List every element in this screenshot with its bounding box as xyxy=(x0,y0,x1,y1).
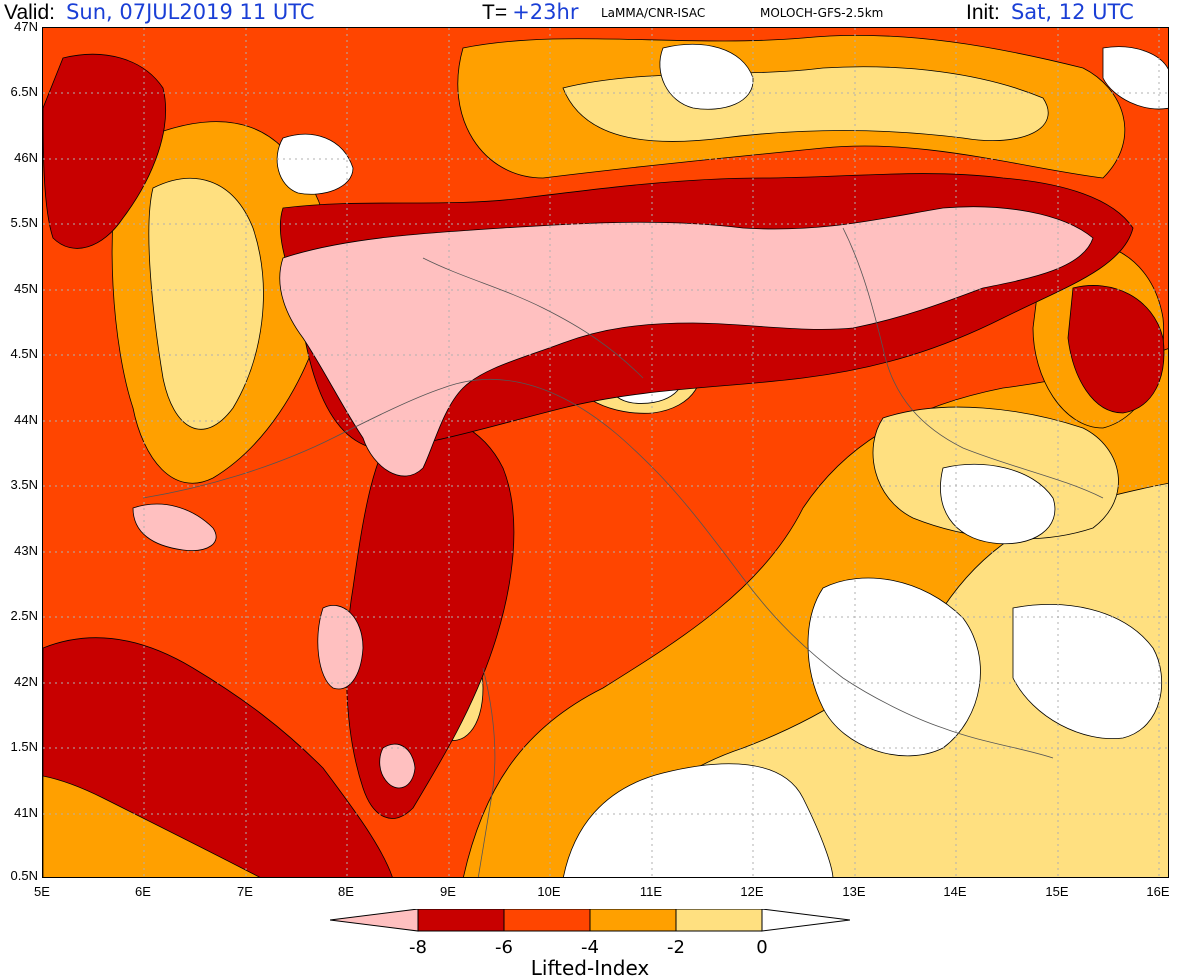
valid-time: Valid: Sun, 07JUL2019 11 UTC xyxy=(4,0,315,24)
valid-value: Sun, 07JUL2019 11 UTC xyxy=(66,0,315,24)
lon-label: 8E xyxy=(338,884,354,899)
lon-label: 5E xyxy=(34,884,50,899)
lat-label: 43N xyxy=(14,543,38,558)
forecast-step: T= +23hr xyxy=(482,0,578,24)
map-canvas xyxy=(43,28,1168,877)
lat-label: 2.5N xyxy=(10,608,38,623)
lat-label: 44N xyxy=(14,412,38,427)
init-value: Sat, 12 UTC xyxy=(1010,0,1134,24)
coastline xyxy=(142,227,1104,877)
lon-label: 9E xyxy=(440,884,456,899)
valid-label: Valid: xyxy=(4,1,55,24)
lat-label: 46N xyxy=(14,150,38,165)
lifted-index-map xyxy=(42,27,1169,878)
lon-label: 12E xyxy=(740,884,764,899)
lat-label: 1.5N xyxy=(10,739,38,754)
colorbar-segment-6-4 xyxy=(503,909,591,932)
colorbar-tick-label: 0 xyxy=(756,937,768,958)
colorbar-tick-label: -8 xyxy=(409,937,427,958)
lat-label: 5.5N xyxy=(10,215,38,230)
lat-label: 0.5N xyxy=(10,868,38,883)
lon-label: 10E xyxy=(537,884,561,899)
lon-label: 14E xyxy=(943,884,967,899)
t-label: T= xyxy=(482,1,508,24)
colorbar-tick-label: -2 xyxy=(667,937,685,958)
init-label: Init: xyxy=(966,1,1000,24)
lon-label: 11E xyxy=(639,884,663,899)
colorbar-segment-lt-8 xyxy=(330,909,419,932)
colorbar-title: Lifted-Index xyxy=(530,956,650,980)
lat-label: 41N xyxy=(14,805,38,820)
source-label: LaMMA/CNR-ISAC xyxy=(601,6,706,20)
lon-label: 6E xyxy=(135,884,151,899)
lat-label: 47N xyxy=(14,19,38,34)
colorbar xyxy=(330,909,850,932)
colorbar-segment-gt0 xyxy=(761,909,850,932)
lat-label: 45N xyxy=(14,281,38,296)
lon-label: 7E xyxy=(237,884,253,899)
colorbar-tick-label: -4 xyxy=(581,937,599,958)
lat-label: 3.5N xyxy=(10,477,38,492)
lat-label: 6.5N xyxy=(10,84,38,99)
colorbar-segment-8-6 xyxy=(417,909,505,932)
colorbar-segment-2-0 xyxy=(675,909,763,932)
model-label: MOLOCH-GFS-2.5km xyxy=(760,6,884,20)
init-time: Init: Sat, 12 UTC xyxy=(966,0,1134,24)
t-value: +23hr xyxy=(512,0,579,24)
lat-label: 4.5N xyxy=(10,346,38,361)
lon-label: 15E xyxy=(1045,884,1069,899)
colorbar-segment-4-2 xyxy=(589,909,677,932)
lat-label: 42N xyxy=(14,674,38,689)
lon-label: 13E xyxy=(842,884,866,899)
lon-label: 16E xyxy=(1146,884,1170,899)
colorbar-tick-label: -6 xyxy=(495,937,513,958)
